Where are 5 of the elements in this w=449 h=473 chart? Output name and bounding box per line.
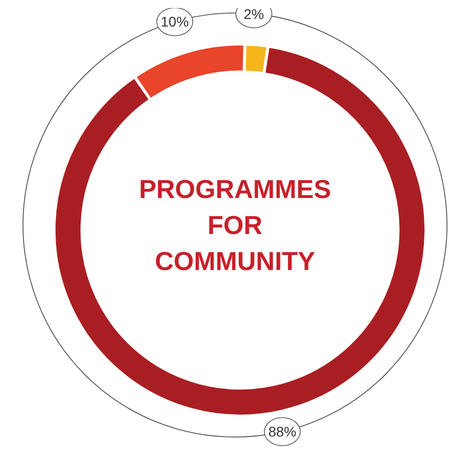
- donut-slice: [52, 44, 428, 418]
- data-label: 2%: [244, 6, 264, 22]
- data-label: 88%: [268, 424, 296, 440]
- data-label: 10%: [160, 14, 189, 30]
- text: PROGRAMMES FOR COMMUNITY: [138, 173, 332, 278]
